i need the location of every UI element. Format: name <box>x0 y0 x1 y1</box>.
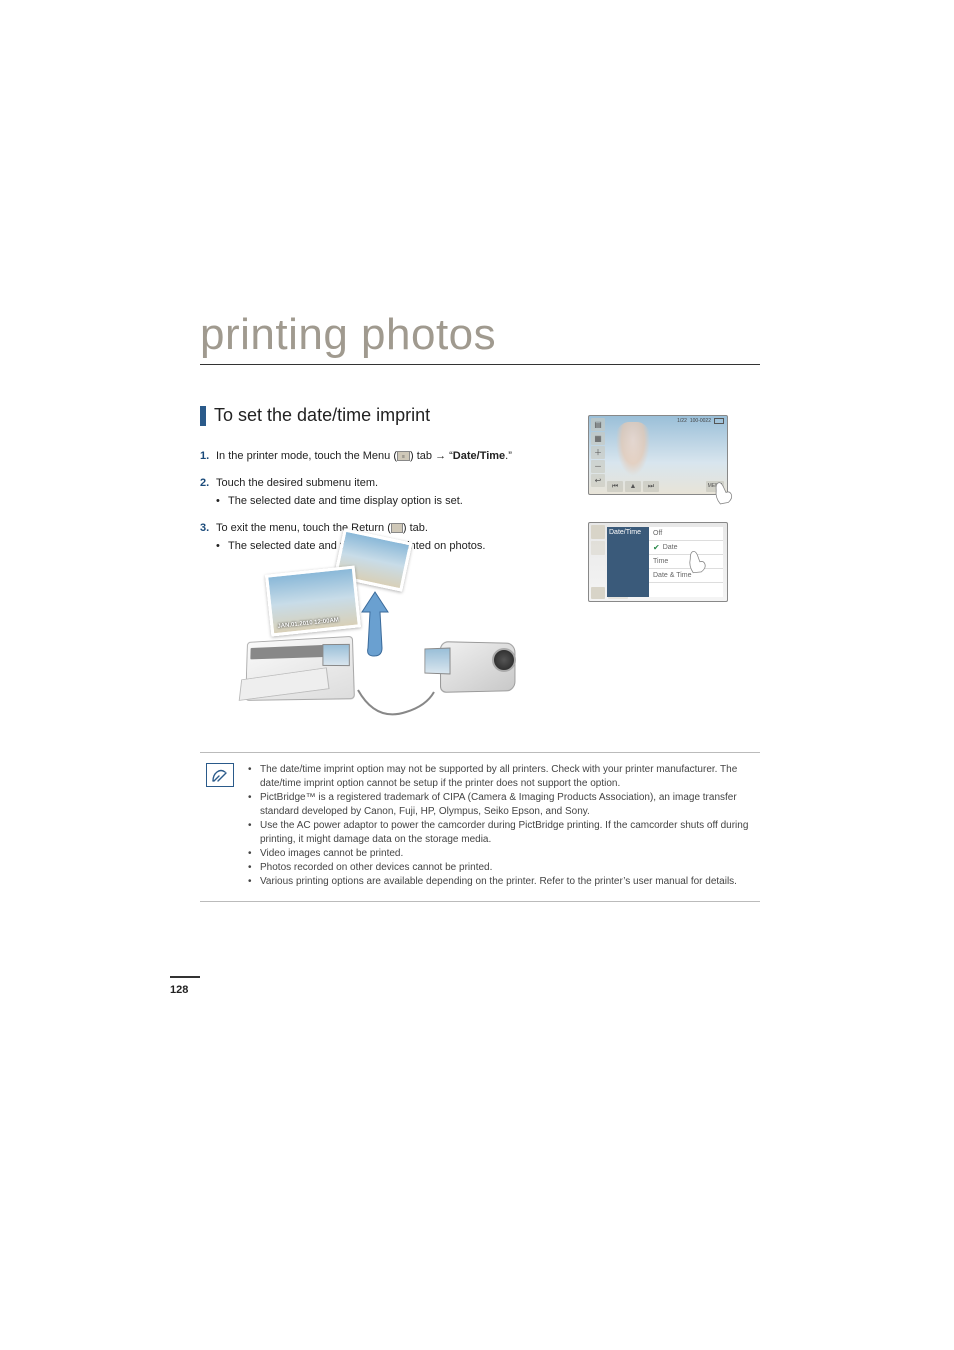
screen-status-bar: 1/22 100-0022 <box>677 418 724 424</box>
counter-text: 1/22 <box>677 418 687 424</box>
menu-icon: ≡ <box>397 451 410 461</box>
return-icon <box>591 587 605 599</box>
page-number: 128 <box>170 984 188 996</box>
camcorder-illustration <box>420 630 540 710</box>
note-item: The date/time imprint option may not be … <box>260 763 760 791</box>
date-stamp: JAN.01.2010 12:00AM <box>277 617 339 629</box>
page-number-rule <box>170 976 200 978</box>
note-item: Photos recorded on other devices cannot … <box>260 861 492 875</box>
section-title: To set the date/time imprint <box>214 405 430 426</box>
step-text-bold: Date/Time <box>453 450 505 462</box>
step-text: Touch the desired submenu item. <box>216 477 378 489</box>
next-icon: ⏭ <box>643 481 659 492</box>
menu-title: Date/Time <box>607 527 649 597</box>
note-icon <box>206 763 234 787</box>
printed-photo: JAN.01.2010 12:00AM <box>265 565 361 636</box>
step-number: 1. <box>200 448 216 465</box>
step-text: In the printer mode, touch the Menu ( <box>216 450 397 462</box>
step-number: 2. <box>200 475 216 510</box>
note-item: Video images cannot be printed. <box>260 847 403 861</box>
copies-icon: ▦ <box>591 432 605 445</box>
section-accent-bar <box>200 406 206 426</box>
chapter-title: printing photos <box>200 310 760 365</box>
bullet: • <box>216 538 228 555</box>
check-icon: ✔ <box>653 543 660 552</box>
step-number: 3. <box>200 520 216 555</box>
menu-option-off: Off <box>649 527 723 541</box>
lcd-menu-screen: Date/Time Off ✔Date Time Date & Time <box>588 522 728 602</box>
plus-icon: ＋ <box>591 446 605 459</box>
bullet: • <box>216 493 228 510</box>
prev-icon: ⏮ <box>607 481 623 492</box>
menu-category-icon <box>591 541 605 555</box>
note-item: Various printing options are available d… <box>260 875 737 889</box>
printing-illustration: JAN.01.2010 12:00AM <box>228 530 558 720</box>
lcd-preview-screen: ▤ ▦ ＋ － ↩ 1/22 100-0022 ⏮ ▲ ⏭ MENU <box>588 415 728 495</box>
photo-subject <box>613 422 653 482</box>
note-item: Use the AC power adaptor to power the ca… <box>260 819 760 847</box>
battery-icon <box>714 418 724 424</box>
minus-icon: － <box>591 460 605 473</box>
notes-list: •The date/time imprint option may not be… <box>248 763 760 889</box>
note-item: PictBridge™ is a registered trademark of… <box>260 791 760 819</box>
filename-text: 100-0022 <box>690 418 711 424</box>
step-text: .” <box>505 450 512 462</box>
return-icon: ↩ <box>591 474 605 487</box>
print-icon: ▲ <box>625 481 641 492</box>
screen-left-toolbar: ▤ ▦ ＋ － ↩ <box>591 418 605 487</box>
screen-nav-bar: ⏮ ▲ ⏭ <box>607 481 659 492</box>
notes-section: •The date/time imprint option may not be… <box>200 752 760 902</box>
bullet-text: The selected date and time display optio… <box>228 493 463 510</box>
thumb-icon: ▤ <box>591 418 605 431</box>
menu-category-icon <box>591 525 605 539</box>
usb-cable <box>356 682 436 722</box>
step-text: ) tab → “ <box>410 450 453 462</box>
